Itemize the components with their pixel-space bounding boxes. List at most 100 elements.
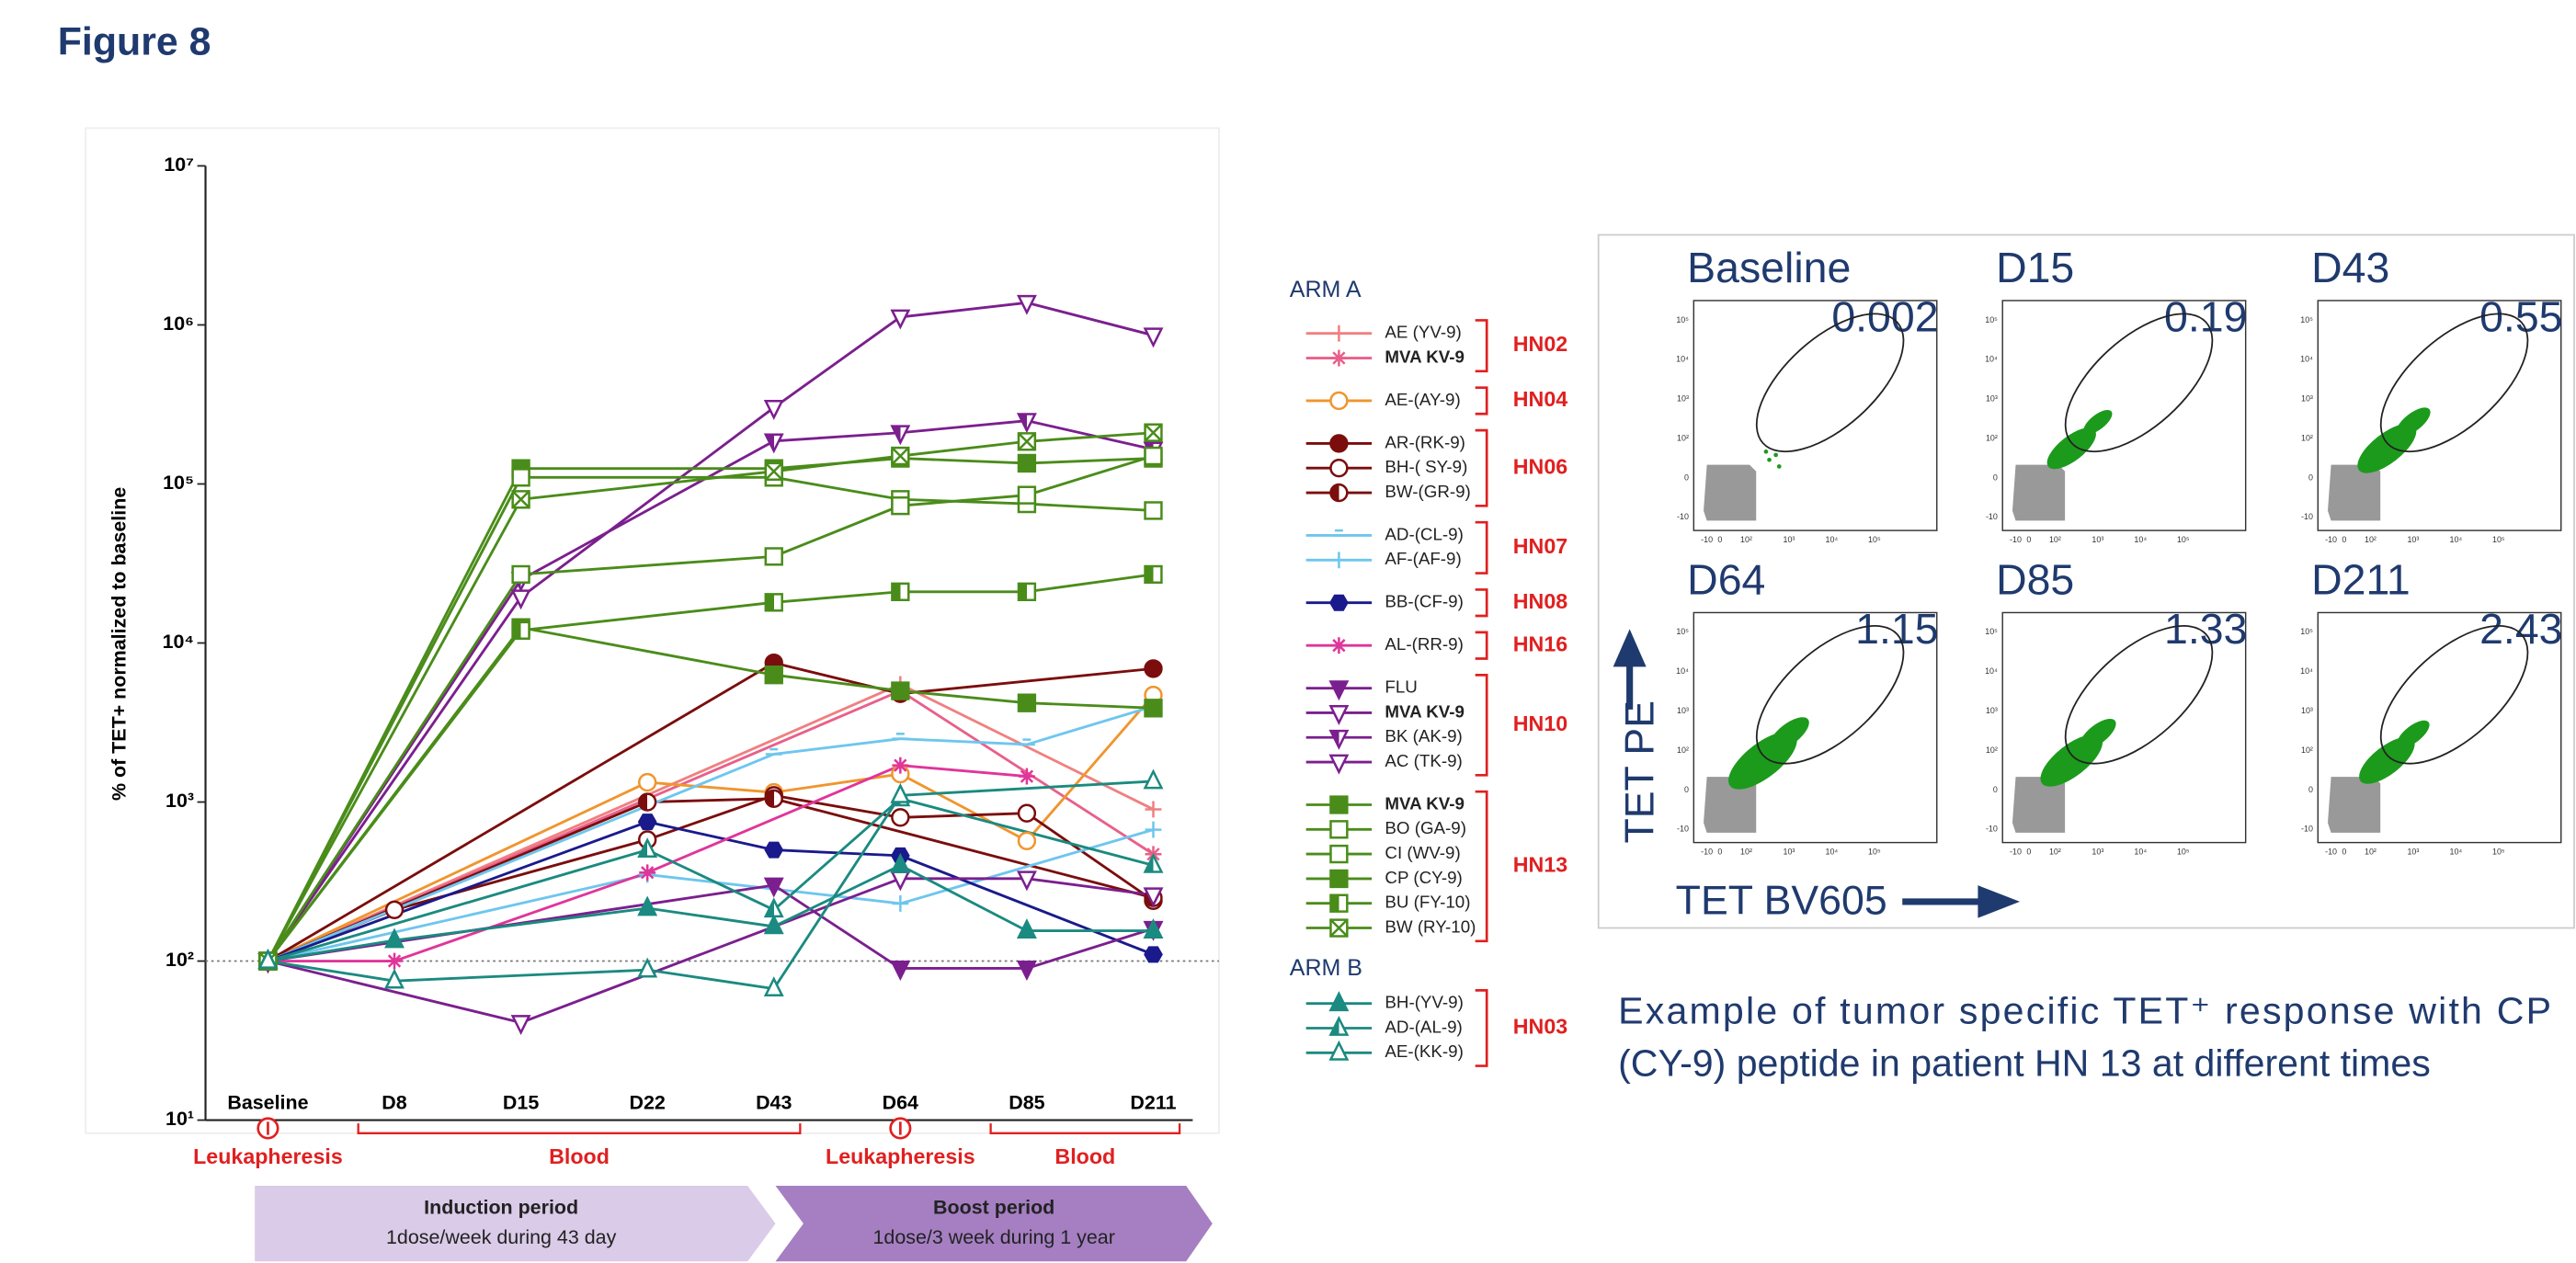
panel-value: 1.15 bbox=[1855, 605, 1938, 653]
legend-label: FLU bbox=[1385, 677, 1417, 697]
legend-label: AR-(RK-9) bbox=[1385, 432, 1465, 451]
group-label: HN08 bbox=[1513, 589, 1567, 613]
panel-y-tick: 0 bbox=[1684, 472, 1689, 482]
legend-marker bbox=[1330, 994, 1347, 1010]
panel-x-tick: 10⁵ bbox=[2177, 535, 2190, 544]
legend-label: CI (WV-9) bbox=[1385, 843, 1460, 862]
panel-label: D64 bbox=[1687, 556, 1765, 604]
legend-label: AE (YV-9) bbox=[1385, 323, 1461, 342]
panel-y-tick: 0 bbox=[1993, 785, 1998, 794]
panel-x-tick: 10⁵ bbox=[2492, 535, 2505, 544]
negative-cloud bbox=[2012, 465, 2065, 521]
panel-x-tick: 10⁵ bbox=[2177, 848, 2190, 857]
panel-y-tick: 0 bbox=[2308, 785, 2313, 794]
event-dot bbox=[1764, 449, 1769, 454]
legend-marker bbox=[1330, 920, 1347, 937]
panel-x-tick: 10² bbox=[1740, 535, 1752, 544]
panel-x-tick: 10⁵ bbox=[2492, 848, 2505, 857]
panel-y-tick: 0 bbox=[2308, 472, 2313, 482]
flow-y-label: TET PE bbox=[1618, 700, 1663, 844]
legend-marker bbox=[1330, 1018, 1347, 1035]
period-subtitle: 1dose/3 week during 1 year bbox=[872, 1226, 1114, 1248]
negative-cloud bbox=[1704, 465, 1756, 521]
panel-y-tick: 10⁴ bbox=[2300, 666, 2313, 676]
legend-label: MVA KV-9 bbox=[1385, 701, 1464, 721]
group-bracket bbox=[1476, 589, 1487, 616]
flow-x-label: TET BV605 bbox=[1676, 879, 1887, 924]
legend-marker bbox=[1330, 637, 1347, 654]
data-point bbox=[1146, 566, 1162, 583]
x-tick-label: Baseline bbox=[227, 1091, 308, 1113]
panel-y-tick: -10 bbox=[2301, 512, 2313, 521]
legend-label: MVA KV-9 bbox=[1385, 793, 1464, 813]
panel-x-tick: 10² bbox=[2049, 535, 2061, 544]
panel-y-tick: 10⁵ bbox=[1985, 627, 1998, 636]
panel-x-tick: -10 bbox=[2325, 535, 2337, 544]
panel-x-tick: 10³ bbox=[2092, 535, 2103, 544]
group-bracket bbox=[1476, 675, 1487, 775]
x-tick-label: D15 bbox=[503, 1091, 539, 1113]
caption-line: Example of tumor specific TET⁺ response … bbox=[1618, 989, 2551, 1031]
data-point bbox=[513, 469, 530, 485]
panel-label: D15 bbox=[1996, 244, 2074, 291]
panel-x-tick: 10⁵ bbox=[1868, 535, 1881, 544]
legend-marker bbox=[1330, 821, 1347, 837]
event-label: Blood bbox=[1054, 1144, 1115, 1168]
panel-x-tick: -10 bbox=[2010, 848, 2022, 857]
panel-y-tick: -10 bbox=[1986, 512, 1998, 521]
legend-marker bbox=[1330, 435, 1347, 451]
period-title: Induction period bbox=[424, 1197, 578, 1219]
data-point bbox=[1146, 503, 1162, 519]
data-point bbox=[1146, 948, 1162, 961]
data-point bbox=[766, 548, 782, 564]
panel-x-tick: 0 bbox=[2026, 535, 2031, 544]
data-point bbox=[892, 757, 908, 774]
legend-label: BH-( SY-9) bbox=[1385, 457, 1467, 476]
negative-cloud bbox=[2328, 777, 2380, 833]
panel-y-tick: 10⁵ bbox=[1676, 627, 1689, 636]
legend-label: CP (CY-9) bbox=[1385, 868, 1462, 887]
panel-y-tick: 10³ bbox=[1986, 394, 1998, 404]
legend-label: AC (TK-9) bbox=[1385, 751, 1462, 770]
legend-marker bbox=[1330, 1043, 1347, 1060]
panel-x-tick: 10² bbox=[2365, 848, 2377, 857]
panel-x-tick: 0 bbox=[1717, 535, 1722, 544]
data-point bbox=[892, 683, 908, 700]
panel-x-tick: 10³ bbox=[2092, 848, 2103, 857]
data-point bbox=[1146, 660, 1162, 677]
group-bracket bbox=[1476, 990, 1487, 1065]
panel-x-tick: 0 bbox=[2026, 848, 2031, 857]
figure: Figure 8 TET PE TET BV605 Example of tum… bbox=[0, 0, 2576, 1263]
panel-x-tick: 10⁴ bbox=[2449, 535, 2462, 544]
legend-label: BW (RY-10) bbox=[1385, 916, 1476, 936]
legend-label: BW-(GR-9) bbox=[1385, 482, 1470, 501]
legend-label: AE-(KK-9) bbox=[1385, 1041, 1463, 1061]
legend-marker bbox=[1330, 350, 1347, 367]
data-point bbox=[892, 584, 908, 600]
panel-x-tick: 10³ bbox=[1784, 535, 1795, 544]
group-label: HN10 bbox=[1513, 711, 1567, 735]
legend-marker bbox=[1330, 846, 1347, 862]
panel-y-tick: 10⁴ bbox=[1676, 666, 1689, 676]
data-point bbox=[639, 794, 655, 811]
panel-y-tick: 10³ bbox=[1677, 394, 1689, 404]
legend-marker bbox=[1330, 706, 1347, 723]
data-point bbox=[1019, 433, 1035, 449]
data-point bbox=[639, 864, 655, 881]
panel-y-tick: 10³ bbox=[2301, 394, 2313, 404]
panel-y-tick: 10⁴ bbox=[1676, 355, 1689, 364]
panel-x-tick: 10⁴ bbox=[2449, 848, 2462, 857]
event-label: Leukapheresis bbox=[193, 1144, 343, 1168]
panel-x-tick: 10³ bbox=[2407, 848, 2419, 857]
panel-value: 0.19 bbox=[2164, 293, 2247, 341]
panel-x-tick: 0 bbox=[1717, 848, 1722, 857]
data-point bbox=[766, 666, 782, 683]
data-point bbox=[1019, 833, 1035, 849]
panel-y-tick: -10 bbox=[1986, 825, 1998, 834]
page: Figure 8 TET PE TET BV605 Example of tum… bbox=[0, 0, 2576, 1263]
panel-label: Baseline bbox=[1687, 244, 1851, 291]
panel-x-tick: 10³ bbox=[2407, 535, 2419, 544]
legend-label: AL-(RR-9) bbox=[1385, 634, 1463, 654]
event-label: Blood bbox=[549, 1144, 610, 1168]
panel-y-tick: 10³ bbox=[2301, 706, 2313, 715]
